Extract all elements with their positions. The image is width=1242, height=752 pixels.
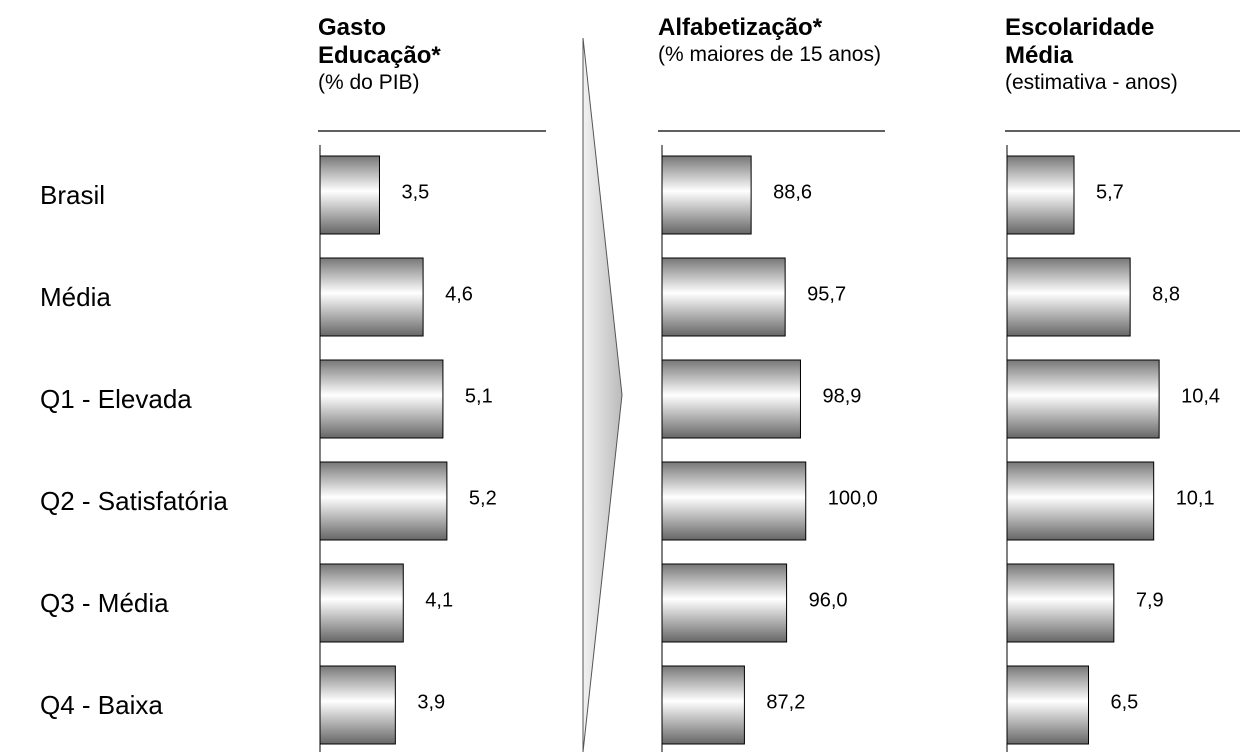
value-label: 4,6 bbox=[445, 283, 473, 305]
panel-subtitle: (% do PIB) bbox=[318, 71, 420, 94]
panel-subtitle: (% maiores de 15 anos) bbox=[658, 43, 881, 66]
value-label: 5,2 bbox=[469, 487, 497, 509]
value-label: 100,0 bbox=[828, 487, 878, 509]
bar bbox=[1006, 257, 1131, 337]
panel-header: Gasto Educação* (% do PIB) bbox=[318, 14, 488, 95]
bar bbox=[319, 155, 380, 235]
panel-title: Gasto Educação* bbox=[318, 14, 441, 69]
panel-header: Alfabetização* (% maiores de 15 anos) bbox=[658, 14, 888, 67]
value-label: 98,9 bbox=[822, 385, 861, 407]
bar bbox=[661, 257, 786, 337]
value-label: 95,7 bbox=[807, 283, 846, 305]
bar bbox=[661, 665, 745, 745]
bar bbox=[1006, 665, 1089, 745]
bar bbox=[1006, 461, 1155, 541]
category-label: Média bbox=[40, 282, 111, 312]
bar bbox=[1006, 359, 1160, 439]
bar bbox=[661, 461, 807, 541]
bar bbox=[661, 359, 801, 439]
bar bbox=[1006, 563, 1115, 643]
arrow bbox=[582, 37, 623, 752]
category-label: Q1 - Elevada bbox=[40, 384, 192, 414]
value-label: 5,7 bbox=[1096, 181, 1124, 203]
panel-header: Escolaridade Média (estimativa - anos) bbox=[1005, 14, 1220, 95]
value-label: 6,5 bbox=[1110, 691, 1138, 713]
panel-subtitle: (estimativa - anos) bbox=[1005, 71, 1178, 94]
value-label: 10,4 bbox=[1181, 385, 1220, 407]
value-label: 4,1 bbox=[425, 589, 453, 611]
value-label: 3,5 bbox=[401, 181, 429, 203]
value-label: 88,6 bbox=[773, 181, 812, 203]
bar bbox=[319, 257, 424, 337]
category-label: Q3 - Média bbox=[40, 588, 169, 618]
bar bbox=[319, 461, 448, 541]
bar bbox=[661, 563, 788, 643]
bar bbox=[661, 155, 752, 235]
category-label: Q2 - Satisfatória bbox=[40, 486, 228, 516]
value-label: 3,9 bbox=[417, 691, 445, 713]
bar bbox=[319, 563, 404, 643]
value-label: 96,0 bbox=[809, 589, 848, 611]
value-label: 7,9 bbox=[1136, 589, 1164, 611]
value-label: 5,1 bbox=[465, 385, 493, 407]
bar bbox=[1006, 155, 1075, 235]
panel-title: Alfabetização* bbox=[658, 14, 823, 41]
panel-title: Escolaridade Média bbox=[1005, 14, 1155, 69]
category-label: Brasil bbox=[40, 180, 105, 210]
bar bbox=[319, 665, 396, 745]
value-label: 87,2 bbox=[766, 691, 805, 713]
value-label: 10,1 bbox=[1176, 487, 1215, 509]
value-label: 8,8 bbox=[1152, 283, 1180, 305]
bar bbox=[319, 359, 444, 439]
category-label: Q4 - Baixa bbox=[40, 690, 163, 720]
